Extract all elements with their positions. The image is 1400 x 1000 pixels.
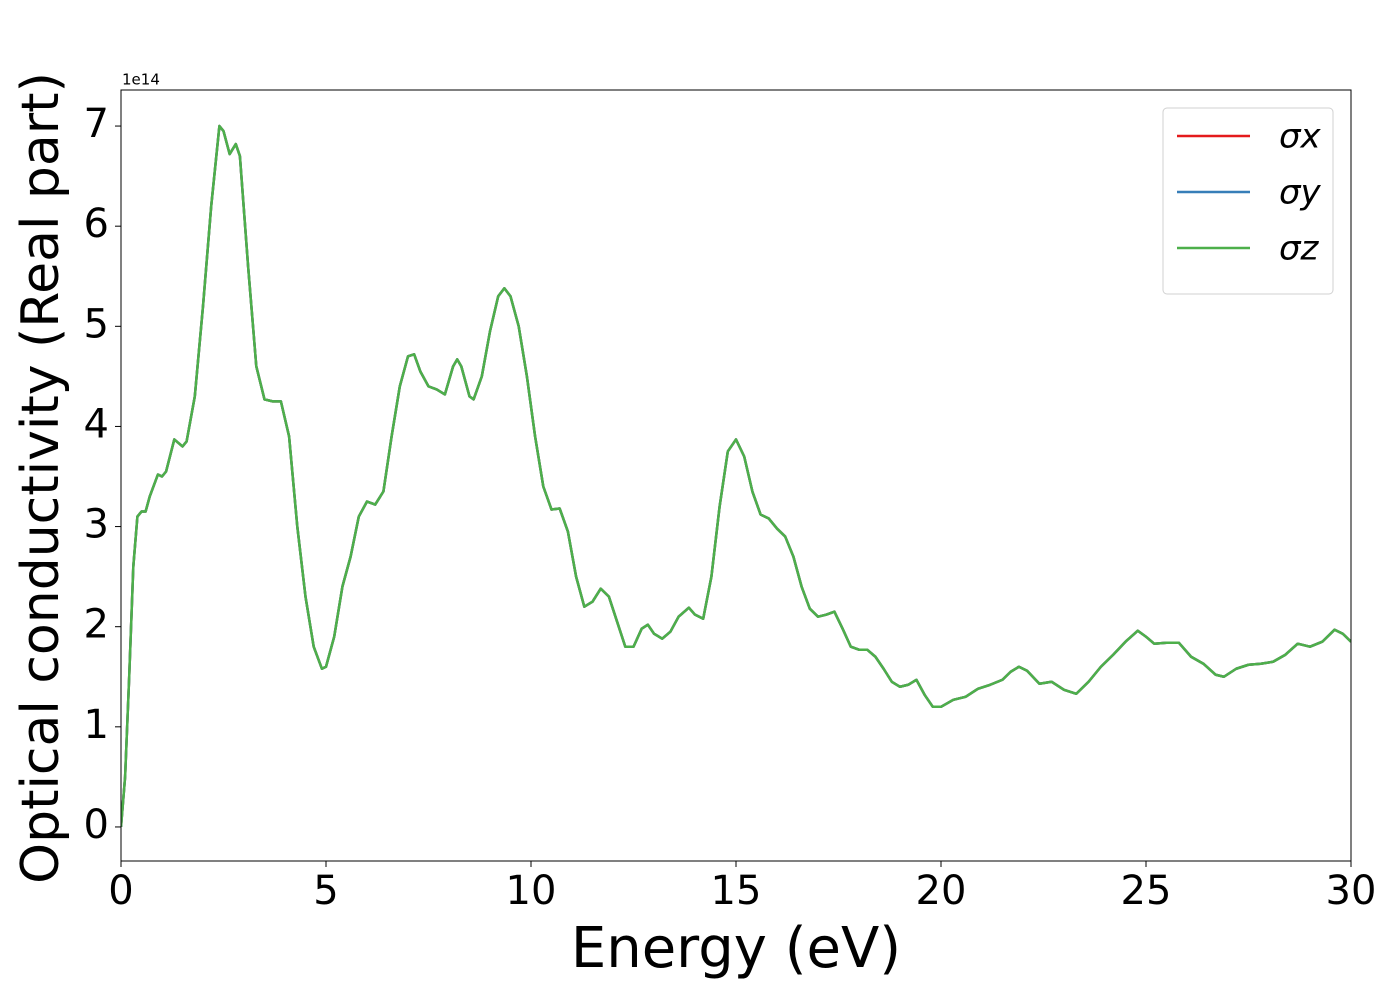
y-tick-label: 2 <box>84 602 109 648</box>
legend-label: σz <box>1279 229 1320 269</box>
y-tick-label: 3 <box>84 502 109 548</box>
y-tick-label: 5 <box>84 301 109 347</box>
y-tick-label: 7 <box>84 101 109 147</box>
y-offset-label: 1e14 <box>122 71 160 89</box>
plot-frame <box>120 89 1352 862</box>
x-tick-label: 5 <box>313 868 338 914</box>
y-tick-label: 0 <box>84 802 109 848</box>
y-tick-label: 4 <box>84 401 109 447</box>
series-line <box>121 124 1351 828</box>
x-tick-label: 0 <box>108 868 133 914</box>
x-tick-label: 30 <box>1326 868 1377 914</box>
y-axis-label: Optical conductivity (Real part) <box>11 72 71 884</box>
y-tick-label: 6 <box>84 201 109 247</box>
x-tick-label: 20 <box>916 868 967 914</box>
x-axis-label: Energy (eV) <box>571 916 901 981</box>
legend-label: σx <box>1279 117 1322 157</box>
x-tick-label: 25 <box>1121 868 1172 914</box>
legend-label: σy <box>1279 173 1322 213</box>
x-tick-label: 15 <box>711 868 762 914</box>
y-tick-label: 1 <box>84 702 109 748</box>
x-tick-label: 10 <box>506 868 557 914</box>
